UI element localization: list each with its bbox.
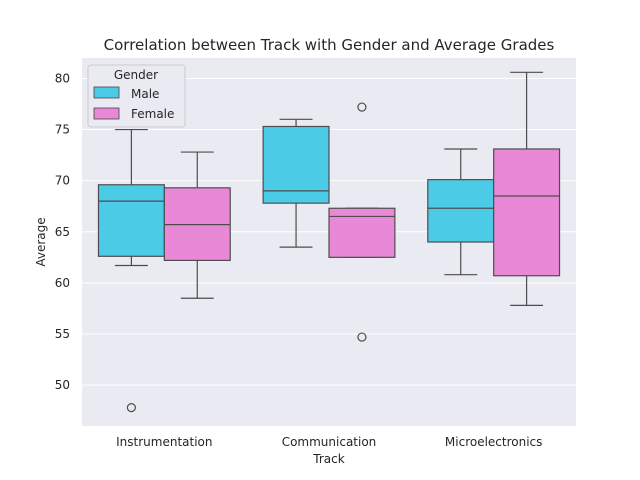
box-body (493, 148, 561, 277)
y-tick-label: 50 (55, 378, 70, 392)
outlier-point (357, 332, 367, 342)
x-tick-label: Communication (282, 435, 377, 449)
x-tick-label: Instrumentation (116, 435, 212, 449)
box-female-microelectronics (493, 71, 561, 306)
y-tick-label: 75 (55, 123, 70, 137)
x-tick-label: Microelectronics (445, 435, 543, 449)
box-body (427, 179, 495, 243)
box-female-communication (328, 102, 396, 342)
x-axis-label: Track (312, 452, 344, 466)
y-tick-label: 70 (55, 174, 70, 188)
y-tick-labels: 50 55 60 65 70 75 80 (55, 71, 70, 392)
outlier-point (357, 102, 367, 112)
box-male-communication (262, 118, 330, 248)
y-tick-label: 55 (55, 327, 70, 341)
y-tick-label: 65 (55, 225, 70, 239)
y-tick-label: 80 (55, 71, 70, 85)
boxes-layer (97, 71, 561, 413)
legend-label-male: Male (131, 87, 159, 101)
y-axis-label: Average (34, 217, 48, 266)
box-male-microelectronics (427, 148, 495, 276)
box-body (262, 125, 330, 204)
box-male-instrumentation (97, 128, 165, 413)
legend-swatch-female (93, 107, 120, 120)
box-female-instrumentation (163, 151, 231, 299)
legend: Gender Male Female (87, 64, 186, 128)
y-tick-label: 60 (55, 276, 70, 290)
legend-swatch-male (93, 86, 120, 99)
box-body (97, 184, 165, 257)
x-tick-labels: Instrumentation Communication Microelectro… (116, 435, 542, 449)
legend-title: Gender (114, 68, 158, 82)
outlier-point (126, 403, 136, 413)
chart-title: Correlation between Track with Gender an… (104, 36, 555, 54)
legend-label-female: Female (131, 107, 174, 121)
box-body (328, 207, 396, 258)
